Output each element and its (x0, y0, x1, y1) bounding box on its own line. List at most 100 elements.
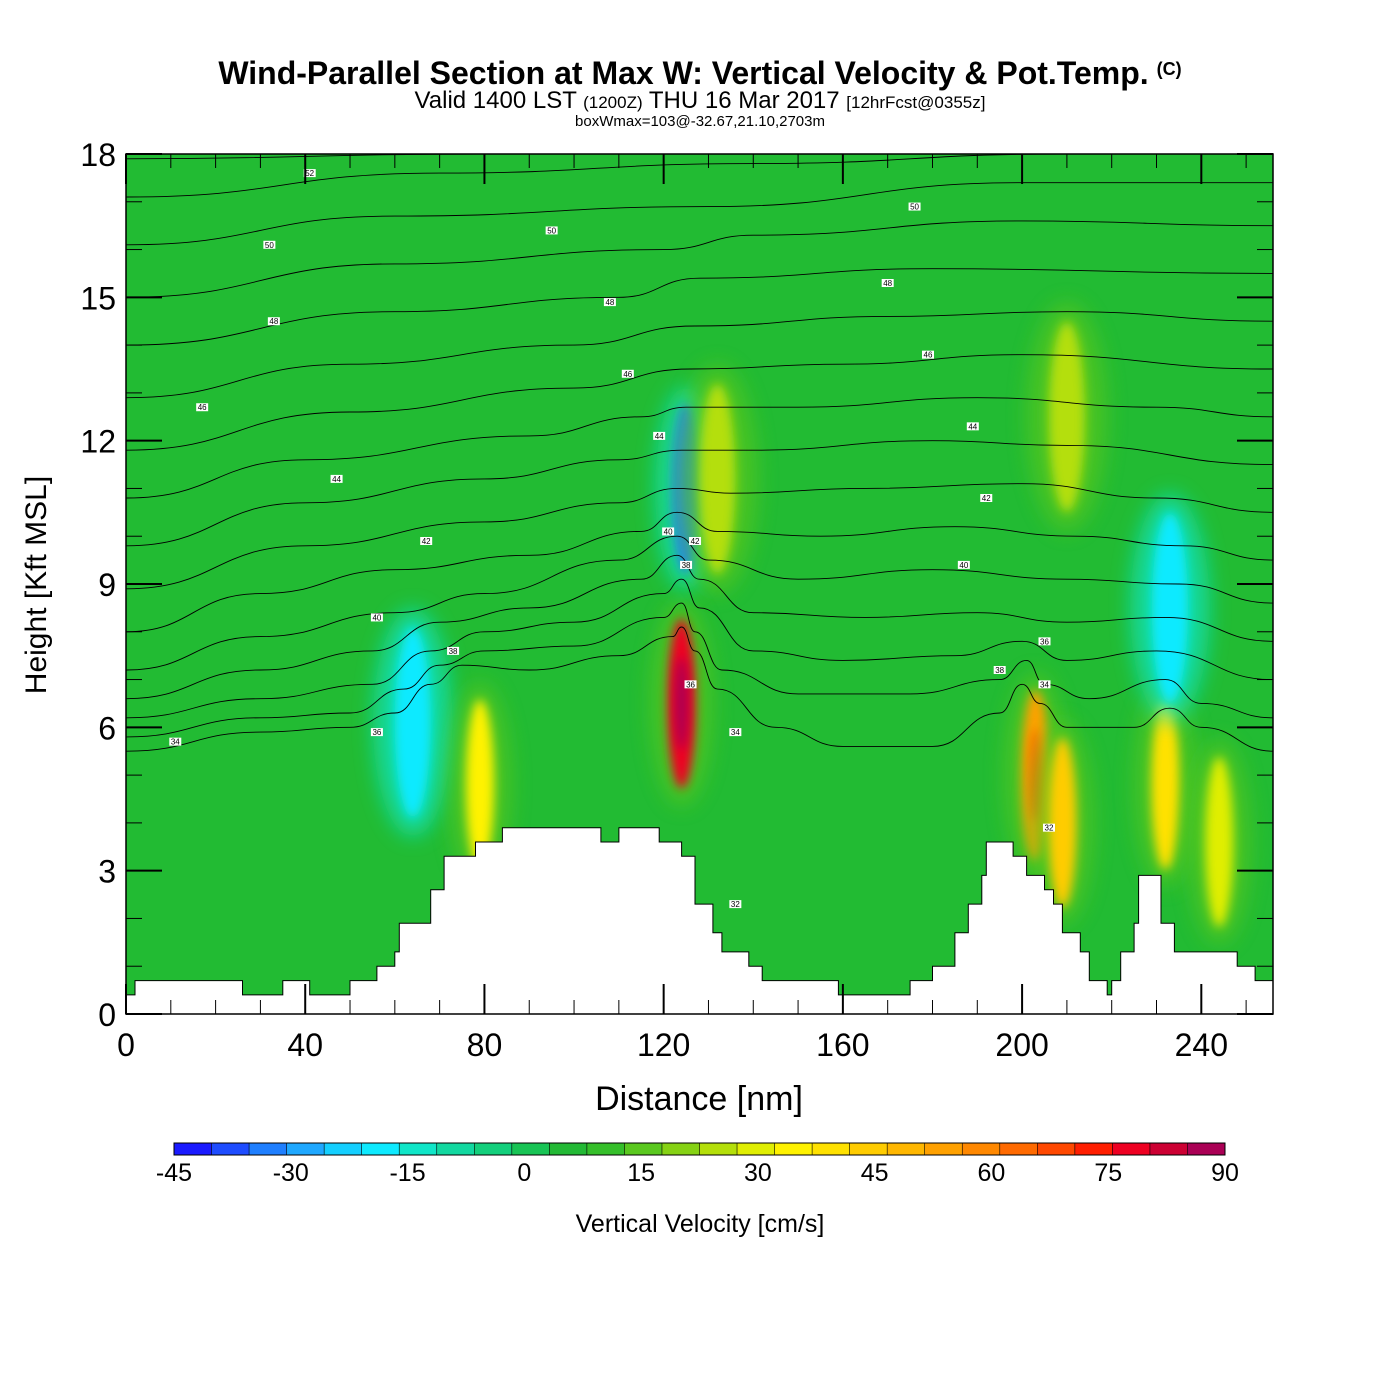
contour-label: 40 (370, 613, 383, 622)
contour-label: 32 (1042, 823, 1055, 833)
contour-label: 38 (993, 666, 1006, 675)
updraft-core (1048, 321, 1085, 512)
colorbar-swatch (812, 1143, 850, 1155)
contour-label-bg (881, 279, 894, 287)
contour-label: 50 (263, 240, 276, 250)
contour-label-bg (980, 494, 993, 502)
contour-label: 48 (881, 279, 894, 288)
chart-title: Wind-Parallel Section at Max W: Vertical… (0, 50, 1400, 92)
contour-label: 36 (684, 680, 697, 689)
contour-label: 46 (196, 403, 209, 412)
y-tick-label: 15 (80, 280, 116, 316)
colorbar-swatch (1187, 1143, 1226, 1155)
colorbar-swatch (211, 1143, 250, 1155)
colorbar-swatch (399, 1143, 438, 1155)
contour-label-text: 34 (731, 728, 740, 737)
isentrope-34 (126, 626, 1273, 752)
contour-label-text: 44 (332, 475, 341, 484)
colorbar-swatch (511, 1143, 550, 1155)
valid-time: Valid 1400 LST (1200Z) THU 16 Mar 2017 [… (0, 88, 1400, 116)
isentrope-42 (126, 535, 1273, 671)
colorbar-swatch (1074, 1143, 1113, 1155)
contour-label-bg (966, 422, 979, 431)
title-block: Wind-Parallel Section at Max W: Vertical… (0, 50, 1400, 130)
colorbar-tick-label: 0 (517, 1159, 531, 1187)
contour-label-bg (447, 646, 460, 655)
y-tick-label: 3 (98, 854, 116, 890)
contour-label-bg (370, 728, 383, 737)
contour-label-text: 44 (655, 432, 664, 441)
x-tick-label: 0 (117, 1027, 135, 1063)
contour-label-bg (729, 728, 742, 737)
contour-label-text: 46 (623, 370, 632, 379)
colorbar-swatch (661, 1143, 700, 1155)
contour-label-text: 50 (547, 226, 556, 235)
y-tick-label: 0 (98, 997, 116, 1033)
contour-label-bg (263, 240, 276, 249)
chart-subtitle: boxWmax=103@-32.67,21.10,2703m (575, 113, 825, 130)
contour-label: 40 (957, 560, 970, 570)
contour-label: 48 (267, 317, 280, 326)
contour-label-bg (303, 169, 316, 178)
contour-label-text: 34 (1040, 680, 1049, 689)
contour-label-text: 40 (372, 613, 381, 622)
x-tick-label: 160 (816, 1027, 869, 1063)
contour-label-text: 48 (269, 317, 278, 326)
contour-label-bg (684, 680, 697, 689)
colorbar-swatch (586, 1143, 625, 1155)
valid-prefix: Valid 1400 LST (414, 87, 577, 114)
updraft-core (1205, 757, 1234, 927)
contour-label: 42 (689, 537, 702, 546)
contour-label-bg (330, 474, 343, 483)
contour-label: 38 (447, 646, 460, 656)
colorbar-swatch (624, 1143, 663, 1155)
y-tick-label: 9 (98, 567, 116, 603)
contour-label-text: 40 (664, 527, 673, 536)
contour-label-text: 52 (305, 169, 314, 178)
contour-label: 44 (330, 474, 343, 484)
contour-label-text: 36 (1040, 637, 1049, 646)
colorbar-swatch (436, 1143, 475, 1155)
colorbar-swatch (174, 1143, 212, 1155)
isentrope-36 (126, 602, 1273, 738)
contour-label: 34 (169, 737, 182, 747)
contour-label-bg (729, 900, 742, 909)
colorbar-label: Vertical Velocity [cm/s] (576, 1210, 825, 1238)
colorbar-tick-label: 60 (978, 1159, 1006, 1187)
contour-label: 50 (908, 202, 921, 212)
isentrope-56 (126, 268, 1273, 346)
colorbar-swatch (849, 1143, 888, 1155)
isentrope-54 (126, 311, 1273, 399)
y-tick-label: 6 (98, 710, 116, 746)
x-tick-label: 240 (1175, 1027, 1228, 1063)
updraft-core (699, 383, 736, 574)
colorbar-tick-label: -15 (389, 1159, 425, 1187)
colorbar-swatch (962, 1143, 1001, 1155)
contour-label-bg (169, 737, 182, 746)
contour-label-bg (1042, 823, 1055, 832)
contour-label-text: 36 (686, 680, 695, 689)
isentropes (126, 154, 1273, 752)
colorbar-swatch (286, 1143, 325, 1155)
contour-label-text: 48 (605, 298, 614, 307)
colorbar-tick-label: 90 (1211, 1159, 1239, 1187)
isentrope-60 (126, 182, 1273, 246)
contour-label: 34 (729, 728, 742, 737)
contour-label-text: 40 (959, 561, 968, 570)
contour-label-bg (370, 613, 383, 622)
contour-label-bg (653, 431, 666, 440)
contour-label: 46 (621, 369, 634, 379)
contour-label-bg (196, 403, 209, 412)
contour-label: 36 (1038, 637, 1051, 646)
contour-label-bg (993, 666, 1006, 674)
colorbar-tick-label: 45 (861, 1159, 889, 1187)
plot-area: 34 36 38 40 42 44 46 48 50 52 50 48 46 44 40 42 38 36 34 32… (126, 154, 1273, 1014)
contour-label-text: 46 (924, 351, 933, 360)
contour-label: 44 (966, 422, 979, 431)
contour-label: 48 (603, 298, 616, 307)
contour-label: 34 (1038, 680, 1051, 689)
colorbar-swatch (699, 1143, 738, 1155)
contour-label: 50 (545, 226, 558, 235)
colorbar-swatch (1149, 1143, 1188, 1155)
